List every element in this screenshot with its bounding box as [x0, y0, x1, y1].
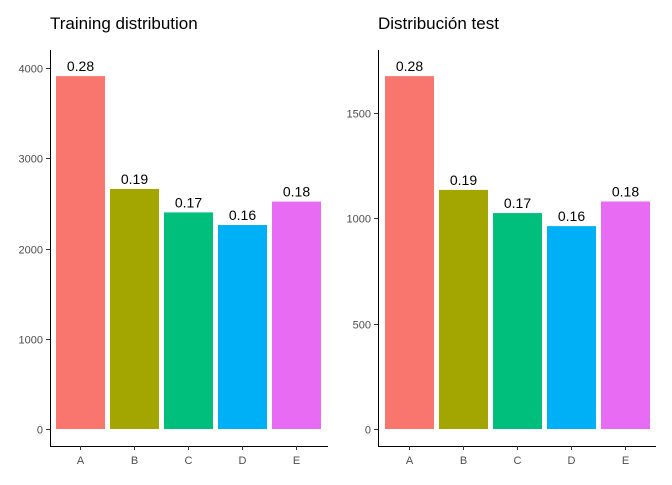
test-x-tick-label-c: C: [514, 455, 522, 467]
test-data-label-b: 0.19: [450, 172, 477, 188]
training-x-tick-label-b: B: [131, 455, 138, 467]
training-data-label-c: 0.17: [175, 194, 202, 210]
test-bar-e: [601, 201, 650, 429]
chart-title-test: Distribución test: [378, 14, 499, 33]
test-bar-b: [439, 189, 488, 429]
training-data-label-a: 0.28: [67, 58, 94, 74]
test-bar-c: [493, 213, 542, 429]
training-data-label-e: 0.18: [283, 184, 310, 200]
test-x-tick-label-e: E: [622, 455, 629, 467]
training-bar-a: [56, 76, 105, 429]
test-data-label-d: 0.16: [558, 208, 585, 224]
test-data-label-e: 0.18: [612, 183, 639, 199]
test-y-tick-label: 500: [353, 320, 371, 332]
training-bar-e: [272, 201, 321, 429]
training-y-tick-label: 1000: [19, 335, 43, 347]
test-x-tick-label-a: A: [406, 455, 414, 467]
training-data-label-d: 0.16: [229, 207, 256, 223]
chart-title-training: Training distribution: [50, 14, 198, 33]
test-data-label-c: 0.17: [504, 195, 531, 211]
training-x-tick-label-a: A: [77, 455, 85, 467]
training-y-tick-label: 3000: [19, 154, 43, 166]
test-bar-a: [385, 76, 434, 429]
training-bar-b: [110, 188, 159, 429]
training-x-tick-label-e: E: [293, 455, 300, 467]
training-data-label-b: 0.19: [121, 171, 148, 187]
panel-test: Distribución test 0.28 0.19 0.17 0.16 0.18 0 5…: [347, 14, 656, 467]
test-bar-d: [547, 226, 596, 429]
training-y-tick-label: 4000: [19, 64, 43, 76]
test-y-tick-label: 0: [365, 425, 371, 437]
training-x-tick-label-d: D: [239, 455, 247, 467]
panel-training: Training distribution 0.28 0.19 0.17 0.16 0.…: [19, 14, 328, 467]
test-x-tick-label-b: B: [460, 455, 467, 467]
test-data-label-a: 0.28: [396, 58, 423, 74]
training-x-tick-label-c: C: [185, 455, 193, 467]
training-y-tick-label: 2000: [19, 245, 43, 257]
test-y-tick-label: 1000: [347, 214, 371, 226]
training-y-tick-label: 0: [37, 425, 43, 437]
test-y-tick-label: 1500: [347, 109, 371, 121]
training-bar-c: [164, 212, 213, 429]
training-bar-d: [218, 225, 267, 429]
test-x-tick-label-d: D: [568, 455, 576, 467]
